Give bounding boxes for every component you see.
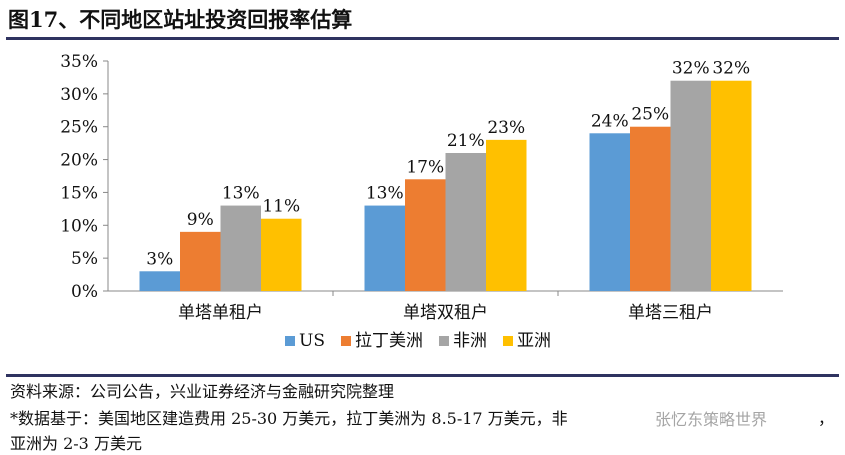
bar-非洲	[670, 80, 711, 291]
data-label: 32%	[712, 59, 750, 79]
legend-label: 非洲	[453, 331, 487, 351]
data-label: 21%	[447, 131, 485, 151]
bar-拉丁美洲	[405, 179, 446, 291]
y-tick-label: 15%	[60, 183, 98, 203]
figure-title: 图17、不同地区站址投资回报率估算	[8, 7, 353, 32]
legend-swatch	[502, 336, 513, 346]
legend-label: 拉丁美洲	[355, 331, 423, 351]
bar-亚洲	[711, 80, 752, 291]
data-note-line1: *数据基于：美国地区建造费用 25-30 万美元，拉丁美洲为 8.5-17 万美…	[10, 405, 834, 429]
bar-亚洲	[261, 218, 302, 291]
bar-拉丁美洲	[630, 126, 671, 291]
y-tick-label: 5%	[71, 249, 98, 269]
y-tick-label: 30%	[60, 85, 98, 105]
data-note-comma: ，	[818, 409, 835, 428]
bar-亚洲	[486, 139, 527, 291]
data-note-text: *数据基于：美国地区建造费用 25-30 万美元，拉丁美洲为 8.5-17 万美…	[10, 409, 568, 428]
bar-拉丁美洲	[180, 231, 221, 291]
x-tick-label: 单塔三租户	[628, 303, 713, 323]
data-label: 25%	[631, 105, 669, 125]
title-divider	[6, 37, 839, 40]
source-note: 资料来源：公司公告，兴业证券经济与金融研究院整理	[10, 382, 395, 401]
data-label: 11%	[262, 197, 300, 217]
y-tick-label: 25%	[60, 118, 98, 138]
data-label: 24%	[591, 111, 629, 131]
legend-label: US	[299, 331, 325, 351]
data-note-line2: 亚洲为 2-3 万美元	[10, 434, 142, 453]
legend-label: 亚洲	[517, 331, 551, 351]
legend-swatch	[438, 336, 449, 346]
data-label: 13%	[366, 184, 404, 204]
footer-divider	[6, 374, 839, 377]
y-tick-label: 35%	[60, 52, 98, 72]
bar-非洲	[445, 153, 486, 291]
y-tick-label: 0%	[71, 282, 98, 302]
x-tick-label: 单塔单租户	[178, 303, 263, 323]
data-label: 13%	[222, 184, 260, 204]
x-tick-label: 单塔双租户	[403, 303, 488, 323]
data-label: 23%	[487, 118, 525, 138]
legend-swatch	[340, 336, 351, 346]
y-tick-label: 10%	[60, 216, 98, 236]
data-label: 32%	[672, 59, 710, 79]
legend-swatch	[285, 336, 295, 346]
data-label: 9%	[187, 210, 214, 230]
data-label: 17%	[406, 157, 444, 177]
data-label: 3%	[146, 249, 173, 269]
bar-US	[139, 271, 180, 291]
bar-chart: 0%5%10%15%20%25%30%35%单塔单租户3%9%13%11%单塔双…	[60, 52, 783, 351]
y-tick-label: 20%	[60, 151, 98, 171]
bar-US	[364, 205, 405, 291]
watermark: 张忆东策略世界	[655, 410, 768, 429]
bar-US	[589, 133, 630, 291]
bar-非洲	[220, 205, 261, 291]
